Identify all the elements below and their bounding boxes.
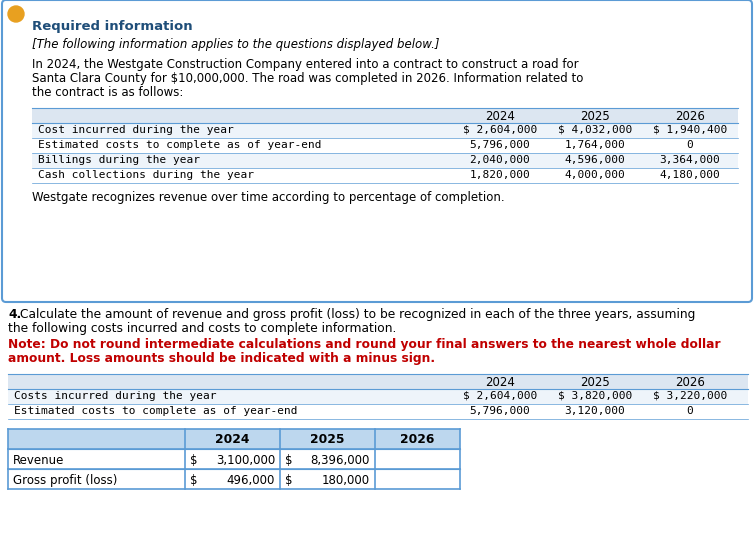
Text: amount. Loss amounts should be indicated with a minus sign.: amount. Loss amounts should be indicated… xyxy=(8,352,435,365)
Text: Revenue: Revenue xyxy=(13,454,64,467)
Text: Required information: Required information xyxy=(32,20,193,33)
Text: 2025: 2025 xyxy=(310,433,345,446)
Text: Estimated costs to complete as of year-end: Estimated costs to complete as of year-e… xyxy=(38,140,322,150)
Text: 2026: 2026 xyxy=(675,376,705,389)
Bar xyxy=(8,449,460,469)
Text: Estimated costs to complete as of year-end: Estimated costs to complete as of year-e… xyxy=(14,406,297,416)
Bar xyxy=(32,138,738,153)
Text: 1,764,000: 1,764,000 xyxy=(565,140,625,150)
Text: $: $ xyxy=(285,454,292,467)
Circle shape xyxy=(8,6,24,22)
Text: 496,000: 496,000 xyxy=(226,474,275,487)
Text: 3,100,000: 3,100,000 xyxy=(216,454,275,467)
Text: 4.: 4. xyxy=(8,308,21,321)
Bar xyxy=(8,389,748,404)
Text: $ 3,820,000: $ 3,820,000 xyxy=(558,391,632,401)
Text: $ 1,940,400: $ 1,940,400 xyxy=(653,125,727,135)
Bar xyxy=(8,404,748,419)
Text: Note: Do not round intermediate calculations and round your final answers to the: Note: Do not round intermediate calculat… xyxy=(8,338,720,351)
Text: 2024: 2024 xyxy=(215,433,250,446)
Text: Calculate the amount of revenue and gross profit (loss) to be recognized in each: Calculate the amount of revenue and gros… xyxy=(20,308,695,321)
Text: 8,396,000: 8,396,000 xyxy=(310,454,370,467)
Text: $: $ xyxy=(285,474,292,487)
Text: 3,364,000: 3,364,000 xyxy=(660,155,720,165)
Bar xyxy=(32,153,738,168)
Text: [The following information applies to the questions displayed below.]: [The following information applies to th… xyxy=(32,38,439,51)
Text: $ 2,604,000: $ 2,604,000 xyxy=(463,391,537,401)
Text: Santa Clara County for $10,000,000. The road was completed in 2026. Information : Santa Clara County for $10,000,000. The … xyxy=(32,72,584,85)
Text: Gross profit (loss): Gross profit (loss) xyxy=(13,474,117,487)
Text: Cash collections during the year: Cash collections during the year xyxy=(38,170,254,180)
Text: 5,796,000: 5,796,000 xyxy=(470,406,530,416)
Bar xyxy=(32,108,738,123)
Text: $ 4,032,000: $ 4,032,000 xyxy=(558,125,632,135)
Text: 3,120,000: 3,120,000 xyxy=(565,406,625,416)
Text: 4,180,000: 4,180,000 xyxy=(660,170,720,180)
Text: $ 3,220,000: $ 3,220,000 xyxy=(653,391,727,401)
Text: Westgate recognizes revenue over time according to percentage of completion.: Westgate recognizes revenue over time ac… xyxy=(32,191,504,204)
Text: 180,000: 180,000 xyxy=(322,474,370,487)
Text: Costs incurred during the year: Costs incurred during the year xyxy=(14,391,217,401)
Bar xyxy=(32,168,738,183)
Text: 2,040,000: 2,040,000 xyxy=(470,155,530,165)
Text: the contract is as follows:: the contract is as follows: xyxy=(32,86,183,99)
Text: 2026: 2026 xyxy=(400,433,435,446)
Text: $ 2,604,000: $ 2,604,000 xyxy=(463,125,537,135)
Bar xyxy=(32,123,738,138)
FancyBboxPatch shape xyxy=(2,0,752,302)
Text: Cost incurred during the year: Cost incurred during the year xyxy=(38,125,234,135)
Text: 2025: 2025 xyxy=(580,110,610,123)
Text: $: $ xyxy=(190,474,198,487)
Text: Billings during the year: Billings during the year xyxy=(38,155,200,165)
Text: the following costs incurred and costs to complete information.: the following costs incurred and costs t… xyxy=(8,322,396,335)
Text: In 2024, the Westgate Construction Company entered into a contract to construct : In 2024, the Westgate Construction Compa… xyxy=(32,58,578,71)
Text: 1,820,000: 1,820,000 xyxy=(470,170,530,180)
Bar xyxy=(8,429,460,449)
Text: 4,596,000: 4,596,000 xyxy=(565,155,625,165)
Text: 5,796,000: 5,796,000 xyxy=(470,140,530,150)
Text: !: ! xyxy=(14,8,19,18)
Bar xyxy=(8,469,460,489)
Text: 2024: 2024 xyxy=(485,376,515,389)
Bar xyxy=(8,374,748,389)
Text: $: $ xyxy=(190,454,198,467)
Text: 0: 0 xyxy=(686,406,693,416)
Text: 0: 0 xyxy=(686,140,693,150)
Text: 2024: 2024 xyxy=(485,110,515,123)
Text: 2025: 2025 xyxy=(580,376,610,389)
Text: 4,000,000: 4,000,000 xyxy=(565,170,625,180)
Text: 2026: 2026 xyxy=(675,110,705,123)
